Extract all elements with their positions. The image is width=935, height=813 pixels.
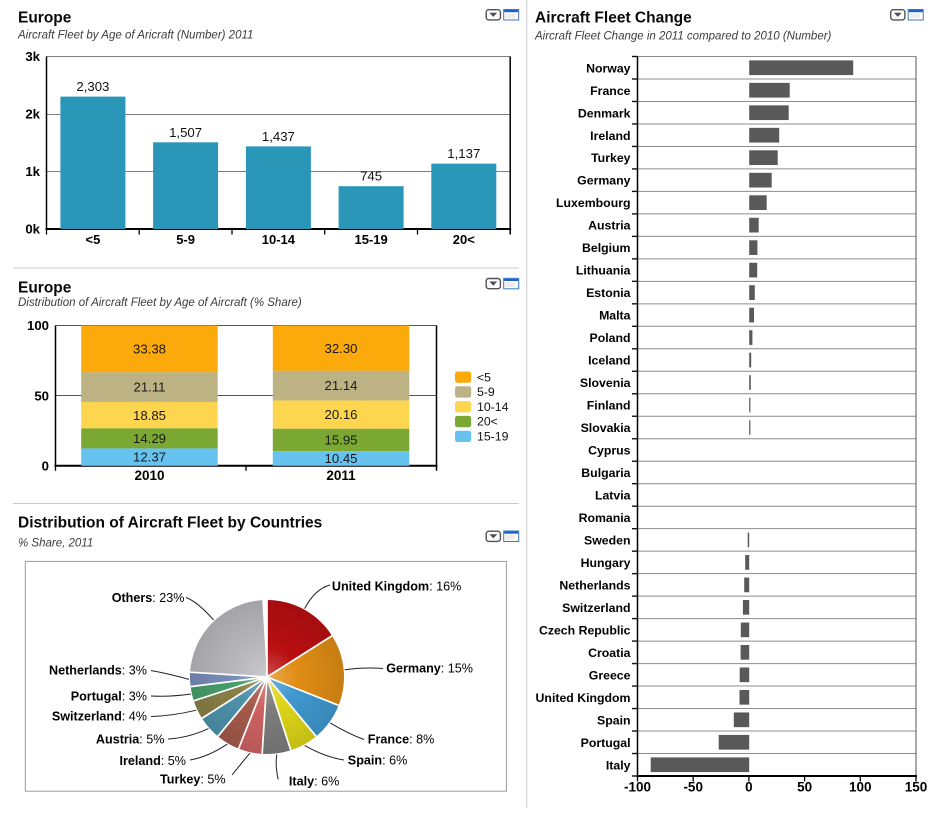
svg-text:Europe: Europe (18, 9, 72, 26)
svg-text:Distribution of Aircraft Fleet: Distribution of Aircraft Fleet by Age of… (18, 297, 302, 309)
svg-text:Spain: 6%: Spain: 6% (348, 754, 408, 768)
svg-text:Belgium: Belgium (582, 241, 631, 255)
svg-text:Turkey: 5%: Turkey: 5% (160, 773, 226, 787)
svg-text:Hungary: Hungary (581, 556, 631, 570)
svg-text:Netherlands: 3%: Netherlands: 3% (49, 664, 147, 678)
svg-text:20<: 20< (477, 415, 498, 429)
svg-text:Italy: 6%: Italy: 6% (289, 775, 339, 789)
svg-text:2k: 2k (25, 107, 40, 122)
svg-text:Portugal: 3%: Portugal: 3% (71, 690, 147, 704)
svg-text:Lithuania: Lithuania (576, 264, 631, 278)
svg-text:1k: 1k (25, 164, 40, 179)
svg-text:Ireland: 5%: Ireland: 5% (120, 754, 187, 768)
svg-text:2010: 2010 (134, 468, 164, 483)
svg-text:50: 50 (797, 780, 812, 795)
svg-text:21.11: 21.11 (133, 380, 165, 395)
svg-text:0: 0 (745, 780, 753, 795)
svg-text:32.30: 32.30 (324, 341, 357, 356)
svg-text:Netherlands: Netherlands (559, 578, 630, 592)
svg-text:2,303: 2,303 (76, 79, 109, 94)
svg-text:<5: <5 (477, 370, 491, 384)
svg-text:Poland: Poland (590, 331, 631, 345)
svg-text:0: 0 (42, 458, 49, 473)
svg-text:Switzerland: Switzerland (562, 601, 630, 615)
svg-text:5-9: 5-9 (176, 232, 195, 247)
svg-text:Switzerland: 4%: Switzerland: 4% (52, 710, 147, 724)
svg-text:33.38: 33.38 (133, 342, 166, 357)
svg-text:Ireland: Ireland (590, 129, 630, 143)
svg-text:Turkey: Turkey (591, 151, 631, 165)
svg-text:18.85: 18.85 (133, 408, 166, 423)
svg-text:21.14: 21.14 (324, 378, 357, 393)
svg-text:Slovenia: Slovenia (580, 376, 631, 390)
svg-text:50: 50 (34, 388, 49, 403)
svg-text:Distribution of Aircraft Fleet: Distribution of Aircraft Fleet by Countr… (18, 515, 322, 532)
svg-text:3k: 3k (25, 49, 40, 64)
svg-text:Latvia: Latvia (595, 489, 631, 503)
svg-text:% Share, 2011: % Share, 2011 (18, 537, 93, 549)
svg-text:Slovakia: Slovakia (581, 421, 631, 435)
svg-text:Germany: 15%: Germany: 15% (386, 662, 473, 676)
svg-text:15.95: 15.95 (324, 433, 357, 448)
svg-text:1,137: 1,137 (447, 146, 480, 161)
svg-text:12.37: 12.37 (133, 450, 166, 465)
svg-text:Iceland: Iceland (588, 354, 630, 368)
svg-text:15-19: 15-19 (354, 232, 387, 247)
svg-text:Czech Republic: Czech Republic (539, 623, 631, 637)
svg-text:Aircraft Fleet Change in 2011: Aircraft Fleet Change in 2011 compared t… (534, 31, 832, 43)
svg-text:Croatia: Croatia (588, 646, 631, 660)
svg-text:Portugal: Portugal (581, 736, 631, 750)
svg-text:-50: -50 (683, 780, 703, 795)
svg-text:-100: -100 (624, 780, 651, 795)
svg-text:Bulgaria: Bulgaria (581, 466, 630, 480)
svg-text:2011: 2011 (326, 468, 356, 483)
svg-text:France: 8%: France: 8% (368, 733, 435, 747)
svg-text:Luxembourg: Luxembourg (556, 196, 630, 210)
svg-text:745: 745 (360, 169, 382, 184)
svg-text:Malta: Malta (599, 309, 631, 323)
svg-text:France: France (590, 84, 630, 98)
svg-text:150: 150 (905, 780, 928, 795)
svg-text:Austria: 5%: Austria: 5% (96, 733, 165, 747)
svg-text:20<: 20< (453, 232, 475, 247)
svg-text:Sweden: Sweden (584, 533, 630, 547)
svg-text:Austria: Austria (588, 219, 631, 233)
svg-text:10.45: 10.45 (324, 451, 357, 466)
svg-text:1,437: 1,437 (262, 129, 295, 144)
svg-text:1,507: 1,507 (169, 125, 202, 140)
svg-text:Norway: Norway (586, 61, 631, 75)
svg-text:Italy: Italy (606, 758, 631, 772)
svg-text:Germany: Germany (577, 174, 630, 188)
svg-text:15-19: 15-19 (477, 430, 509, 444)
svg-text:Others: 23%: Others: 23% (112, 591, 185, 605)
svg-text:<5: <5 (85, 232, 100, 247)
svg-text:Aircraft Fleet Change: Aircraft Fleet Change (535, 9, 692, 26)
svg-text:Denmark: Denmark (578, 106, 631, 120)
svg-text:100: 100 (849, 780, 872, 795)
svg-text:Romania: Romania (579, 511, 631, 525)
svg-text:100: 100 (27, 318, 49, 333)
svg-text:14.29: 14.29 (133, 431, 166, 446)
svg-text:Aircraft Fleet by Age of Aricr: Aircraft Fleet by Age of Aricraft (Numbe… (17, 30, 253, 42)
svg-text:Cyprus: Cyprus (588, 444, 631, 458)
svg-text:Spain: Spain (597, 713, 630, 727)
svg-text:0k: 0k (25, 222, 40, 237)
svg-text:United Kingdom: United Kingdom (536, 691, 631, 705)
svg-text:Europe: Europe (18, 280, 72, 297)
svg-text:United Kingdom: 16%: United Kingdom: 16% (332, 580, 461, 594)
svg-text:20.16: 20.16 (324, 407, 357, 422)
svg-text:10-14: 10-14 (477, 400, 509, 414)
svg-text:Greece: Greece (589, 668, 631, 682)
svg-text:Estonia: Estonia (586, 286, 631, 300)
svg-text:10-14: 10-14 (262, 232, 296, 247)
svg-text:Finland: Finland (587, 399, 631, 413)
svg-text:5-9: 5-9 (477, 385, 495, 399)
